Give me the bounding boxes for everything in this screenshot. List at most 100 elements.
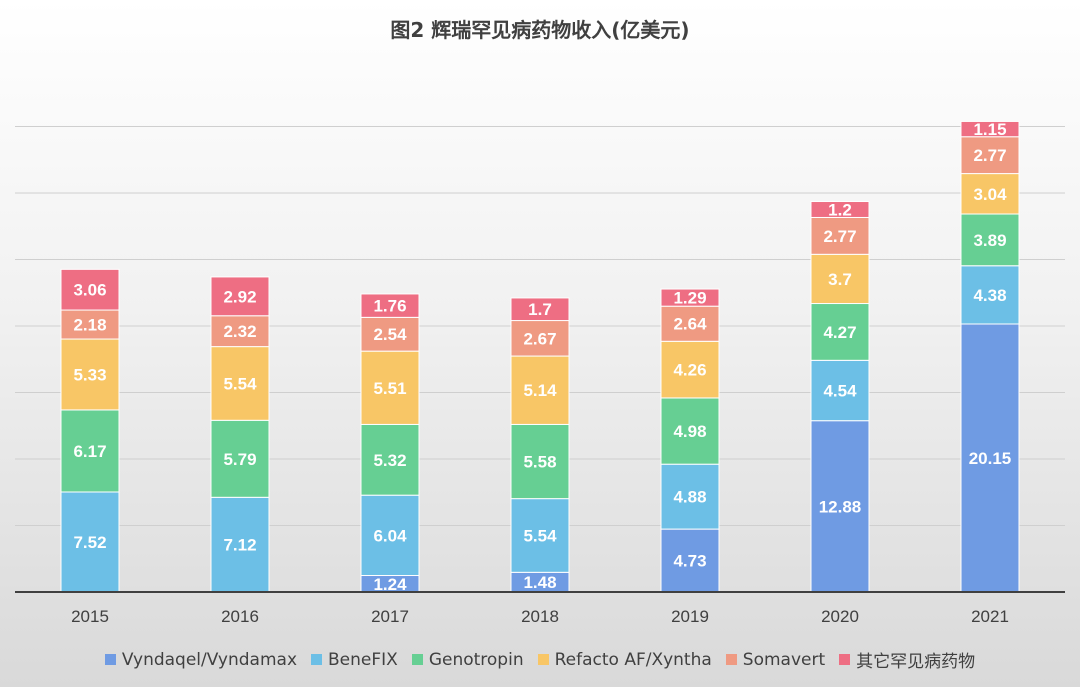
bar-segment [810, 359, 870, 422]
bar-segment [210, 276, 270, 317]
data-label: 1.29 [673, 289, 706, 308]
data-label: 4.54 [823, 382, 857, 401]
x-tick-label: 2018 [521, 607, 559, 626]
data-label: 5.79 [223, 450, 256, 469]
bar-segment [660, 528, 720, 593]
legend-item: Genotropin [411, 647, 524, 672]
legend-item: Vyndaqel/Vyndamax [104, 647, 298, 672]
bar-segment [810, 216, 870, 255]
bar-segment [810, 303, 870, 361]
bar-segment [960, 136, 1020, 175]
legend-label: 其它罕见病药物 [856, 652, 976, 672]
data-label: 5.33 [73, 365, 106, 384]
data-label: 1.24 [373, 575, 407, 594]
bar-segment [660, 288, 720, 307]
bar-segment [210, 419, 270, 498]
bar-segment [360, 350, 420, 425]
data-label: 2.77 [823, 227, 856, 246]
data-label: 1.76 [373, 297, 406, 316]
data-label: 2.32 [223, 322, 256, 341]
data-label: 3.06 [73, 281, 106, 300]
chart-title: 图2 辉瑞罕见病药物收入(亿美元) [390, 18, 690, 42]
data-label: 4.98 [673, 422, 706, 441]
bar-segment [810, 420, 870, 593]
stacked-bar-chart: 7.52 6.17 5.33 2.18 3.06 2015 7.12 5.79 5.54 2.32… [15, 120, 1065, 626]
bar-segment [960, 323, 1020, 593]
data-label: 2.77 [973, 146, 1006, 165]
data-label: 5.58 [523, 453, 556, 472]
x-tick-label: 2021 [971, 607, 1009, 626]
data-label: 5.32 [373, 451, 406, 470]
bar-segment [60, 338, 120, 411]
legend-swatch [104, 654, 116, 665]
legend-swatch [839, 654, 851, 665]
data-label: 3.04 [973, 185, 1007, 204]
data-label: 6.04 [373, 526, 407, 545]
data-label: 7.12 [223, 536, 256, 555]
legend-swatch [725, 654, 737, 665]
legend-label: Genotropin [428, 649, 524, 670]
data-label: 4.38 [973, 286, 1006, 305]
bar-segment [60, 309, 120, 340]
bar-segment [810, 253, 870, 305]
x-tick-label: 2019 [671, 607, 709, 626]
bar-segment [360, 316, 420, 352]
data-label: 2.67 [523, 329, 556, 348]
data-label: 12.88 [819, 497, 862, 516]
bar-segment [60, 268, 120, 311]
legend-item: 其它罕见病药物 [839, 647, 975, 672]
bar-segment [960, 213, 1020, 267]
x-tick-label: 2017 [371, 607, 409, 626]
legend-label: Refacto AF/Xyntha [554, 649, 712, 670]
bar-segment [60, 409, 120, 493]
bar-segment [960, 173, 1020, 215]
data-label: 1.2 [828, 200, 852, 219]
data-label: 5.14 [523, 381, 557, 400]
bar-segment [210, 346, 270, 421]
data-label: 5.54 [223, 374, 257, 393]
data-label: 2.18 [73, 316, 106, 335]
data-label: 4.73 [673, 552, 706, 571]
data-label: 1.48 [523, 573, 556, 592]
bar-segment [660, 463, 720, 530]
bar-segment [360, 423, 420, 496]
data-label: 3.89 [973, 231, 1006, 250]
legend-swatch [311, 654, 323, 665]
data-label: 20.15 [969, 449, 1012, 468]
x-tick-label: 2020 [821, 607, 859, 626]
data-label: 1.7 [528, 300, 552, 319]
x-tick-label: 2016 [221, 607, 259, 626]
bar-segment [510, 423, 570, 500]
data-label: 4.88 [673, 488, 706, 507]
bar-segment [510, 355, 570, 425]
legend-item: Somavert [725, 647, 826, 672]
legend-item: Refacto AF/Xyntha [537, 647, 712, 672]
x-tick-label: 2015 [71, 607, 109, 626]
data-label: 2.92 [223, 287, 256, 306]
data-label: 7.52 [73, 533, 106, 552]
legend-label: Somavert [742, 649, 826, 670]
legend-label: BeneFIX [328, 649, 398, 670]
bar-segment [210, 315, 270, 348]
data-label: 2.64 [673, 315, 707, 334]
data-label: 5.54 [523, 526, 557, 545]
bar-segment [660, 305, 720, 342]
legend-swatch [537, 654, 549, 665]
bar-segment [960, 120, 1020, 138]
data-label: 4.26 [673, 361, 706, 380]
bar-segment [660, 397, 720, 465]
legend-swatch [411, 654, 423, 665]
bar-segment [210, 496, 270, 593]
bar-segment [510, 320, 570, 357]
data-label: 3.7 [828, 270, 852, 289]
bar-segment [360, 293, 420, 318]
bar-segment [810, 201, 870, 218]
legend: Vyndaqel/Vyndamax BeneFIX Genotropin Ref… [0, 647, 1080, 672]
data-label: 5.51 [373, 379, 406, 398]
legend-item: BeneFIX [311, 647, 398, 672]
data-label: 6.17 [73, 442, 106, 461]
bar-segment [660, 340, 720, 399]
legend-label: Vyndaqel/Vyndamax [121, 649, 298, 670]
data-label: 1.15 [973, 120, 1006, 139]
